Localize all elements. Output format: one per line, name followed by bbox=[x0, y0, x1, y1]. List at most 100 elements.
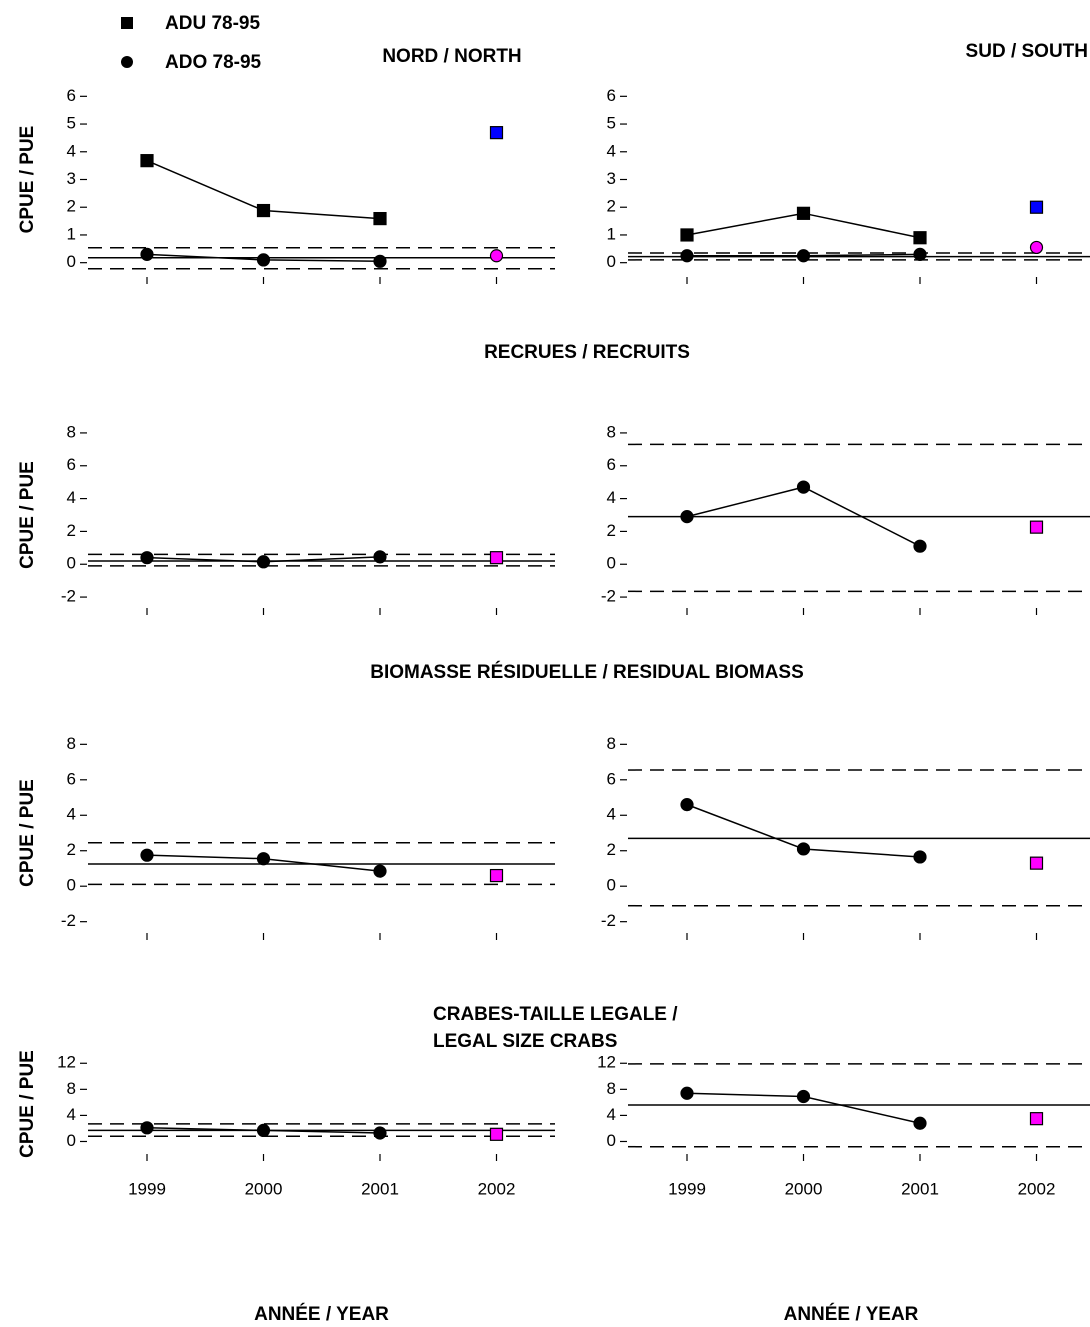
section-title: CRABES-TAILLE LEGALE / bbox=[433, 1004, 678, 1025]
y-tick-label: 2 bbox=[67, 521, 76, 540]
y-tick-label: -2 bbox=[61, 911, 76, 930]
y-axis-label: CPUE / PUE bbox=[17, 126, 38, 234]
point bbox=[913, 247, 927, 261]
panel-title: SUD / SOUTH bbox=[966, 41, 1088, 62]
y-tick-label: 0 bbox=[67, 554, 76, 573]
legend-marker bbox=[121, 17, 133, 29]
y-tick-label: 0 bbox=[607, 1131, 616, 1150]
y-tick-label: 6 bbox=[607, 86, 616, 105]
point bbox=[373, 864, 387, 878]
y-tick-label: 4 bbox=[607, 488, 616, 507]
point bbox=[796, 842, 811, 856]
y-tick-label: 4 bbox=[67, 141, 76, 160]
point bbox=[796, 1089, 811, 1104]
y-tick-label: -2 bbox=[601, 587, 616, 606]
section-title: RECRUES / RECRUITS bbox=[484, 342, 690, 363]
point bbox=[489, 868, 504, 883]
point bbox=[680, 510, 694, 524]
x-tick-label: 2001 bbox=[361, 1179, 399, 1198]
y-tick-label: 0 bbox=[607, 876, 616, 895]
y-tick-label: 6 bbox=[67, 455, 76, 474]
point bbox=[489, 551, 504, 565]
point bbox=[140, 551, 154, 565]
y-tick-label: 2 bbox=[67, 840, 76, 859]
y-tick-label: 0 bbox=[67, 252, 76, 271]
y-tick-label: 6 bbox=[607, 769, 616, 788]
point bbox=[1029, 200, 1044, 214]
legend-label: ADO 78-95 bbox=[165, 52, 262, 73]
point bbox=[256, 1123, 271, 1138]
point bbox=[373, 254, 387, 268]
point bbox=[140, 154, 154, 168]
point bbox=[256, 203, 271, 218]
y-tick-label: 4 bbox=[67, 1105, 76, 1124]
point bbox=[796, 206, 811, 220]
y-tick-label: 8 bbox=[67, 422, 76, 441]
panel-title: NORD / NORTH bbox=[382, 46, 521, 67]
y-tick-label: 6 bbox=[607, 455, 616, 474]
y-tick-label: 0 bbox=[607, 554, 616, 573]
x-tick-label: 2002 bbox=[478, 1179, 516, 1198]
point bbox=[680, 249, 694, 263]
y-tick-label: 6 bbox=[67, 86, 76, 105]
y-tick-label: 4 bbox=[607, 805, 616, 824]
section-title: BIOMASSE RÉSIDUELLE / RESIDUAL BIOMASS bbox=[370, 661, 804, 683]
y-tick-label: 4 bbox=[67, 488, 76, 507]
point bbox=[680, 1086, 694, 1100]
point bbox=[256, 852, 271, 866]
x-tick-label: 1999 bbox=[668, 1179, 706, 1198]
x-tick-label: 2000 bbox=[785, 1179, 823, 1198]
point bbox=[680, 228, 694, 242]
point bbox=[913, 231, 927, 245]
x-axis-label: ANNÉE / YEAR bbox=[254, 1303, 389, 1325]
y-tick-label: 1 bbox=[607, 224, 616, 243]
y-tick-label: 2 bbox=[607, 521, 616, 540]
y-tick-label: 0 bbox=[67, 876, 76, 895]
point bbox=[373, 1126, 387, 1140]
y-tick-label: 3 bbox=[67, 169, 76, 188]
y-tick-label: 8 bbox=[67, 1079, 76, 1098]
y-tick-label: 6 bbox=[67, 769, 76, 788]
point bbox=[1029, 240, 1044, 255]
y-tick-label: 5 bbox=[607, 114, 616, 133]
y-axis-label: CPUE / PUE bbox=[17, 1050, 38, 1158]
y-tick-label: 5 bbox=[67, 114, 76, 133]
point bbox=[373, 550, 387, 564]
point bbox=[140, 1121, 154, 1135]
legend-marker bbox=[121, 56, 133, 68]
y-tick-label: -2 bbox=[601, 911, 616, 930]
point bbox=[140, 848, 154, 862]
point bbox=[913, 539, 927, 553]
legend-label: ADU 78-95 bbox=[165, 13, 260, 34]
point bbox=[489, 249, 504, 263]
point bbox=[373, 211, 387, 226]
section-title: LEGAL SIZE CRABS bbox=[433, 1031, 617, 1052]
point bbox=[256, 253, 271, 267]
y-axis-label: CPUE / PUE bbox=[17, 779, 38, 887]
point bbox=[680, 798, 694, 812]
point bbox=[489, 126, 504, 140]
x-axis-label: ANNÉE / YEAR bbox=[784, 1303, 919, 1325]
y-tick-label: 12 bbox=[57, 1053, 76, 1072]
x-tick-label: 2000 bbox=[245, 1179, 283, 1198]
point bbox=[796, 480, 811, 494]
y-tick-label: 8 bbox=[607, 422, 616, 441]
point bbox=[256, 555, 271, 569]
y-tick-label: 4 bbox=[67, 805, 76, 824]
point bbox=[913, 1116, 927, 1130]
y-tick-label: 8 bbox=[67, 734, 76, 753]
y-tick-label: -2 bbox=[61, 587, 76, 606]
y-tick-label: 12 bbox=[597, 1053, 616, 1072]
y-tick-label: 8 bbox=[607, 1079, 616, 1098]
y-tick-label: 4 bbox=[607, 141, 616, 160]
y-tick-label: 2 bbox=[67, 197, 76, 216]
y-tick-label: 1 bbox=[67, 224, 76, 243]
y-tick-label: 0 bbox=[67, 1131, 76, 1150]
x-tick-label: 2002 bbox=[1018, 1179, 1056, 1198]
point bbox=[489, 1127, 504, 1141]
point bbox=[796, 249, 811, 263]
point bbox=[1029, 856, 1044, 870]
y-tick-label: 2 bbox=[607, 840, 616, 859]
